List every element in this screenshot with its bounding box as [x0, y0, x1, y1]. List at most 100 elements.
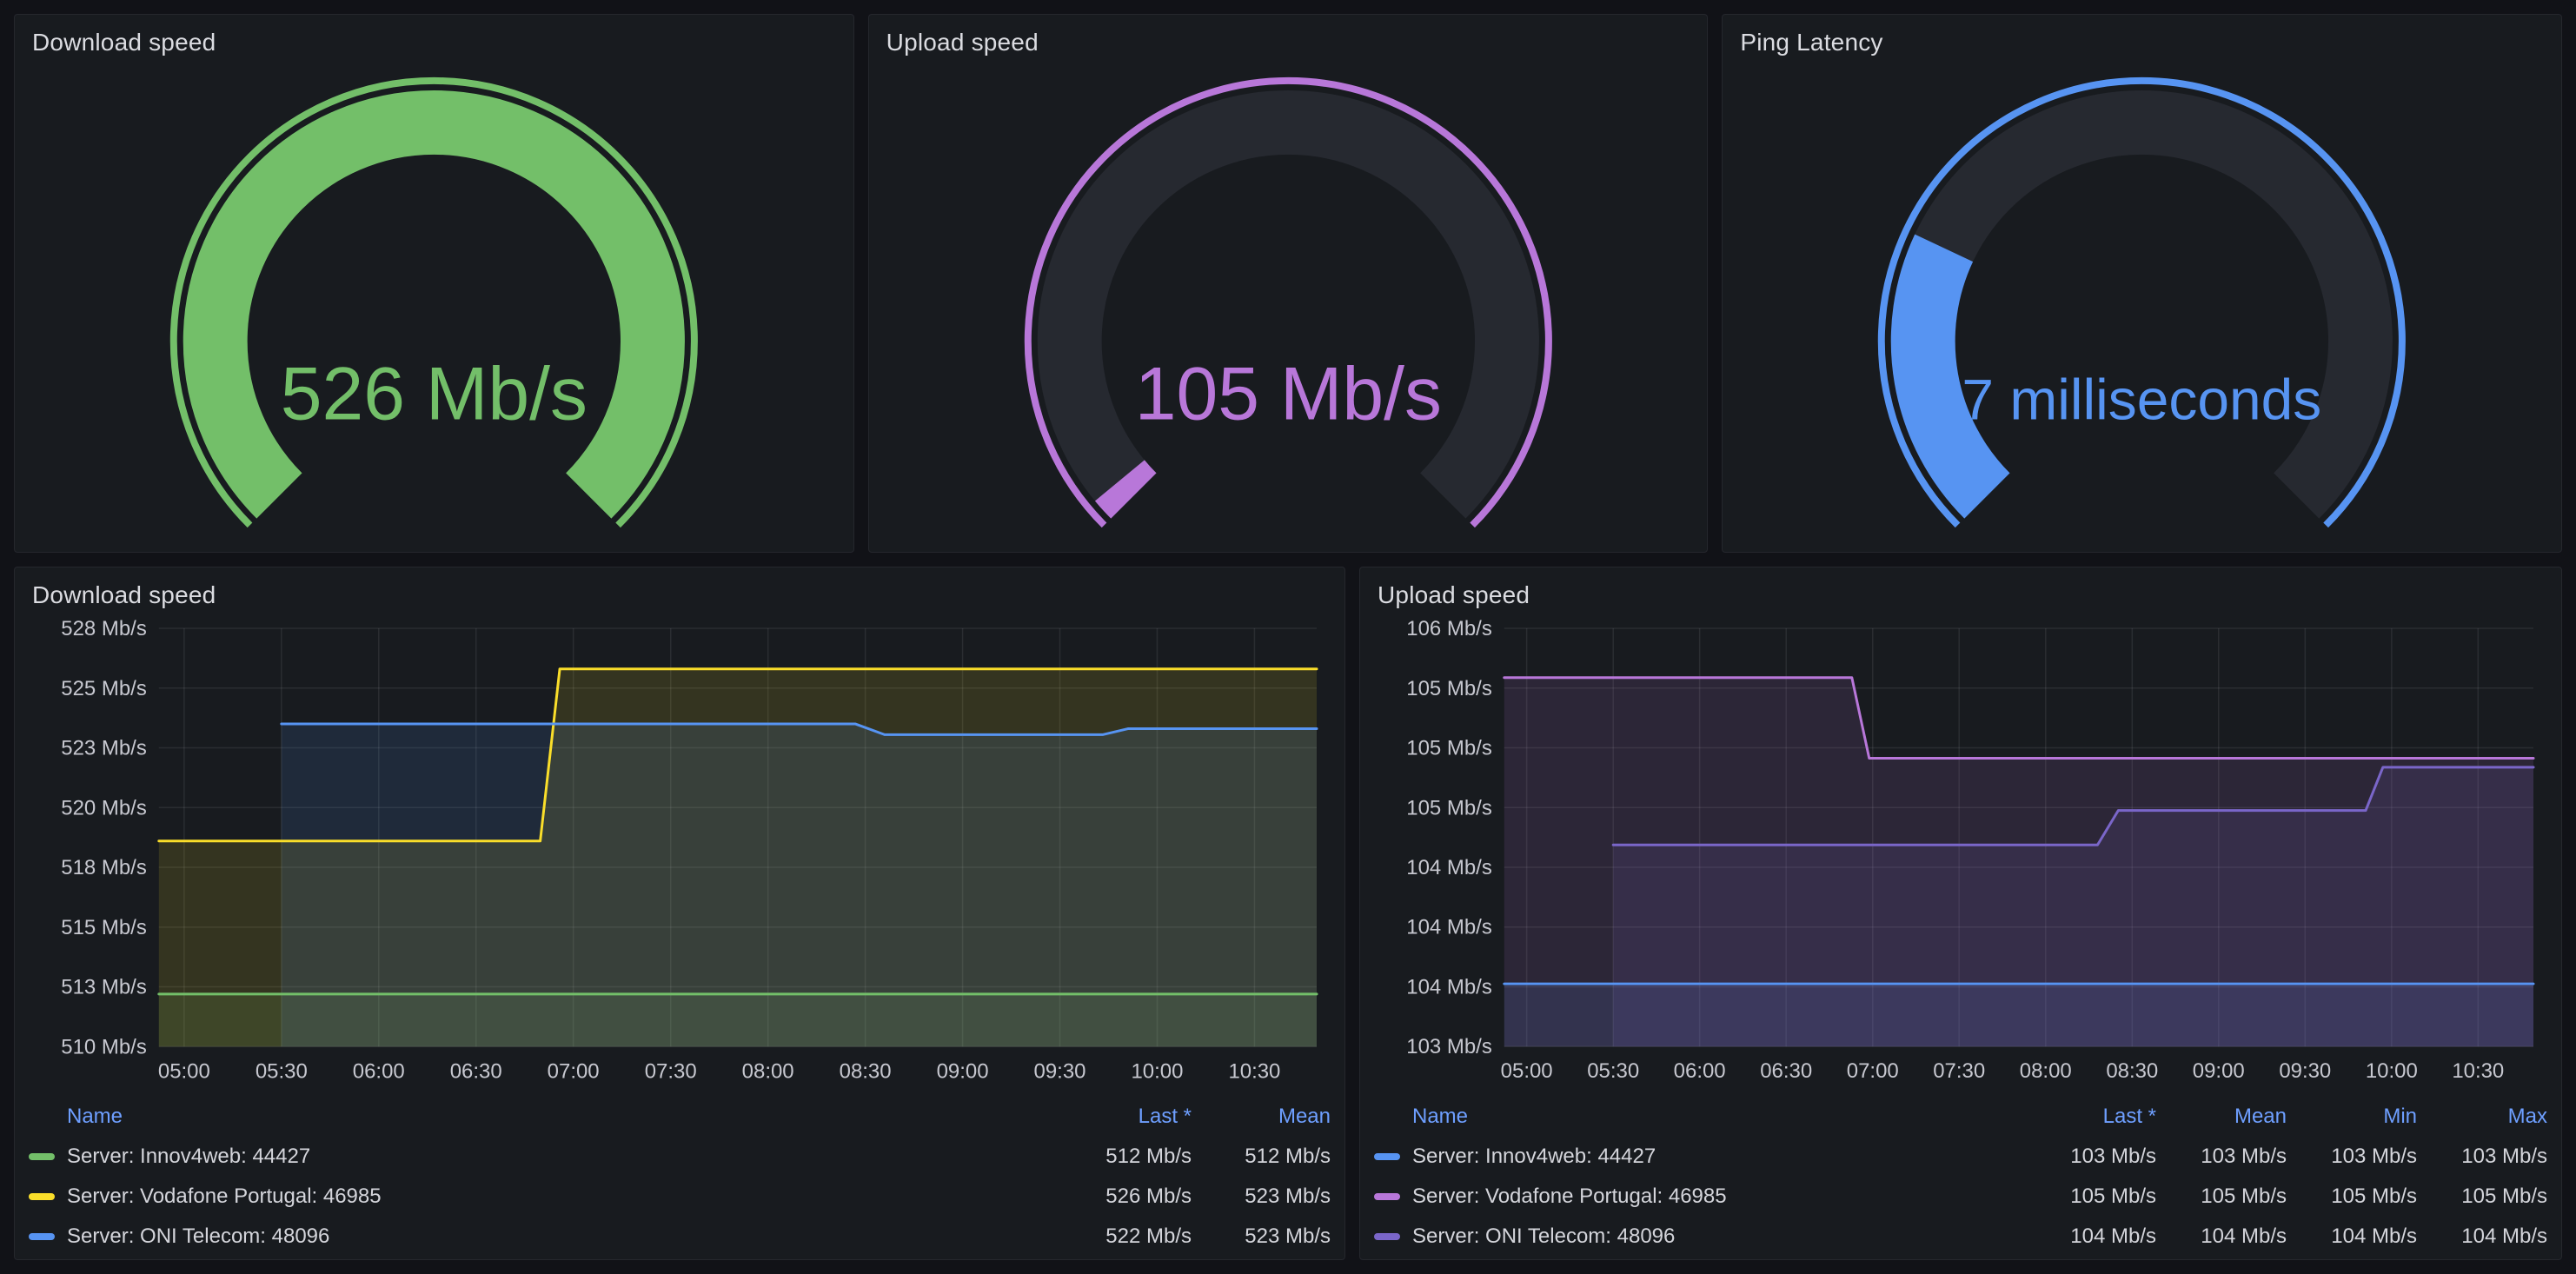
svg-text:06:30: 06:30	[1760, 1059, 1812, 1083]
gauge-container: 105 Mb/s	[869, 62, 1708, 552]
timeseries-row: Download speed 528 Mb/s 525 Mb/s 523 Mb/s 5…	[14, 567, 2562, 1260]
legend-column-header[interactable]: Name	[67, 1105, 123, 1129]
series-area	[158, 668, 1318, 1047]
legend-value: 512 Mb/s	[1105, 1145, 1192, 1169]
axis-tick-labels: 528 Mb/s 525 Mb/s 523 Mb/s 520 Mb/s 518 Mb/s…	[61, 617, 1280, 1083]
series-color-swatch-icon	[29, 1153, 55, 1161]
series-color-swatch-icon	[1374, 1233, 1400, 1241]
series-name: Server: Vodafone Portugal: 46985	[67, 1184, 382, 1209]
series-line	[1611, 766, 2535, 846]
svg-text:08:00: 08:00	[2020, 1059, 2072, 1083]
panel-title[interactable]: Download speed	[32, 581, 216, 608]
series-name: Server: Innov4web: 44427	[67, 1145, 311, 1169]
series-name: Server: ONI Telecom: 48096	[1412, 1224, 1676, 1249]
series-name: Server: ONI Telecom: 48096	[67, 1224, 330, 1249]
series-color-swatch-icon	[29, 1193, 55, 1201]
svg-text:10:00: 10:00	[2366, 1059, 2418, 1083]
series-line	[157, 667, 1318, 843]
panel-title[interactable]: Download speed	[32, 29, 216, 56]
series-color-swatch-icon	[1374, 1193, 1400, 1201]
svg-text:09:00: 09:00	[2193, 1059, 2245, 1083]
upload-speed-chart: 106 Mb/s 105 Mb/s 105 Mb/s 105 Mb/s 104 Mb/s…	[1406, 617, 2535, 1083]
svg-text:520 Mb/s: 520 Mb/s	[61, 796, 147, 819]
svg-text:523 Mb/s: 523 Mb/s	[61, 736, 147, 760]
svg-text:105 Mb/s: 105 Mb/s	[1406, 736, 1492, 760]
series-color-swatch-icon	[1374, 1153, 1400, 1161]
legend-row[interactable]: Server: ONI Telecom: 48096	[1374, 1217, 2026, 1257]
series-area	[1504, 984, 2534, 1047]
legend-column-header[interactable]: Last *	[1138, 1105, 1192, 1129]
ping-latency-gauge: 7 milliseconds	[1878, 77, 2407, 528]
svg-text:510 Mb/s: 510 Mb/s	[61, 1035, 147, 1058]
panel-download-timeseries: Download speed 528 Mb/s 525 Mb/s 523 Mb/s 5…	[14, 567, 1345, 1260]
series-name: Server: Innov4web: 44427	[1412, 1145, 1656, 1169]
svg-text:104 Mb/s: 104 Mb/s	[1406, 856, 1492, 879]
gauge-arc	[1024, 77, 1552, 528]
svg-text:09:30: 09:30	[2279, 1059, 2331, 1083]
legend-value: 522 Mb/s	[1105, 1224, 1192, 1249]
svg-text:07:00: 07:00	[548, 1059, 600, 1083]
gauge-arc	[1878, 77, 2407, 528]
legend-column-header[interactable]: Mean	[1278, 1105, 1331, 1129]
series-line	[1503, 676, 2535, 760]
legend-value: 523 Mb/s	[1245, 1224, 1331, 1249]
legend-row[interactable]: Server: Innov4web: 44427	[29, 1137, 1052, 1177]
legend-value: 103 Mb/s	[2331, 1145, 2417, 1169]
series-lines	[157, 667, 1318, 996]
legend-value: 105 Mb/s	[2201, 1184, 2287, 1209]
svg-text:104 Mb/s: 104 Mb/s	[1406, 975, 1492, 999]
legend-value: 103 Mb/s	[2070, 1145, 2156, 1169]
panel-title[interactable]: Upload speed	[1378, 581, 1530, 608]
svg-text:515 Mb/s: 515 Mb/s	[61, 916, 147, 939]
series-lines	[1503, 676, 2535, 985]
panel-upload-timeseries: Upload speed 106 Mb/s 105 Mb/s 105 Mb/s 105…	[1359, 567, 2562, 1260]
legend-row[interactable]: Server: Vodafone Portugal: 46985	[1374, 1177, 2026, 1217]
chart-container: 528 Mb/s 525 Mb/s 523 Mb/s 520 Mb/s 518 Mb/s…	[15, 614, 1344, 1093]
series-name: Server: Vodafone Portugal: 46985	[1412, 1184, 1727, 1209]
download-legend-table: Name Last * Mean Server: Innov4web: 44427 51…	[15, 1093, 1344, 1259]
upload-speed-gauge: 105 Mb/s	[1024, 77, 1552, 528]
svg-text:513 Mb/s: 513 Mb/s	[61, 976, 147, 999]
svg-text:10:00: 10:00	[1131, 1059, 1183, 1083]
legend-column-header[interactable]: Min	[2383, 1105, 2417, 1129]
legend-column-header[interactable]: Name	[1412, 1105, 1469, 1129]
series-line	[280, 722, 1318, 736]
gauge-row: Download speed 526 Mb/s Upload speed 105…	[14, 14, 2562, 553]
svg-text:104 Mb/s: 104 Mb/s	[1406, 916, 1492, 939]
gridlines	[1504, 627, 2534, 1048]
svg-text:06:00: 06:00	[1674, 1059, 1726, 1083]
legend-value: 104 Mb/s	[2070, 1224, 2156, 1249]
legend-row[interactable]: Server: Vodafone Portugal: 46985	[29, 1177, 1052, 1217]
gauge-arc	[169, 77, 698, 528]
legend-value: 104 Mb/s	[2201, 1224, 2287, 1249]
legend-value: 104 Mb/s	[2331, 1224, 2417, 1249]
svg-text:09:00: 09:00	[937, 1059, 989, 1083]
svg-text:525 Mb/s: 525 Mb/s	[61, 677, 147, 700]
axis-tick-labels: 106 Mb/s 105 Mb/s 105 Mb/s 105 Mb/s 104 Mb/s…	[1406, 617, 2504, 1083]
upload-legend-table: Name Last * Mean Min Max Server: Innov4web: 4…	[1360, 1093, 2561, 1259]
svg-text:06:00: 06:00	[353, 1059, 405, 1083]
chart-container: 106 Mb/s 105 Mb/s 105 Mb/s 105 Mb/s 104 Mb/s…	[1360, 614, 2561, 1093]
svg-text:05:30: 05:30	[1587, 1059, 1639, 1083]
legend-row[interactable]: Server: Innov4web: 44427	[1374, 1137, 2026, 1177]
series-areas	[1504, 677, 2534, 1047]
legend-value: 103 Mb/s	[2201, 1145, 2287, 1169]
legend-value: 526 Mb/s	[1105, 1184, 1192, 1209]
legend-row[interactable]: Server: ONI Telecom: 48096	[29, 1217, 1052, 1257]
legend-value: 105 Mb/s	[2070, 1184, 2156, 1209]
panel-ping-gauge: Ping Latency 7 milliseconds	[1722, 14, 2562, 553]
legend-column-header[interactable]: Last *	[2102, 1105, 2156, 1129]
panel-title[interactable]: Ping Latency	[1740, 29, 1883, 56]
legend-value: 105 Mb/s	[2461, 1184, 2547, 1209]
gauge-value-text: 105 Mb/s	[1134, 353, 1441, 436]
gridlines	[158, 627, 1318, 1048]
svg-text:05:00: 05:00	[1501, 1059, 1553, 1083]
gauge-container: 526 Mb/s	[15, 62, 853, 552]
svg-text:07:30: 07:30	[1933, 1059, 1985, 1083]
series-areas	[158, 668, 1318, 1047]
legend-column-header[interactable]: Max	[2507, 1105, 2547, 1129]
legend-value: 512 Mb/s	[1245, 1145, 1331, 1169]
svg-text:105 Mb/s: 105 Mb/s	[1406, 677, 1492, 700]
legend-column-header[interactable]: Mean	[2234, 1105, 2287, 1129]
panel-title[interactable]: Upload speed	[886, 29, 1039, 56]
